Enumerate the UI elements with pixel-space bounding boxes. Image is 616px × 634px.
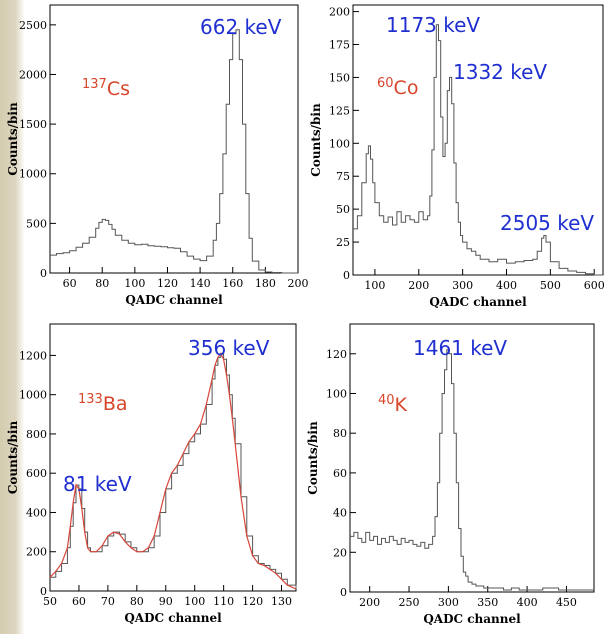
co60-x-tick-label: 600 — [584, 279, 605, 292]
co60-x-tick-label: 400 — [496, 279, 517, 292]
ba133-x-tick-label: 120 — [242, 595, 263, 608]
ba133-x-tick-label: 100 — [184, 595, 205, 608]
k40-x-tick-label: 250 — [399, 596, 420, 609]
cs137-plot-frame — [49, 4, 299, 274]
cs137-y-tick-label: 2500 — [19, 19, 47, 32]
co60-y-tick-label: 75 — [336, 170, 350, 183]
cs137-histogram-series — [50, 29, 298, 274]
k40-isotope-symbol: K — [395, 394, 408, 416]
co60-y-tick-label: 125 — [329, 104, 350, 117]
co60-x-axis-title: QADC channel — [429, 295, 527, 309]
co60-y-tick-label: 0 — [343, 269, 350, 282]
ba133-x-tick-label: 50 — [43, 595, 57, 608]
ba133-x-axis-title: QADC channel — [124, 611, 222, 625]
k40-y-tick-label: 60 — [333, 467, 347, 480]
co60-y-tick-label: 25 — [336, 236, 350, 249]
cs137-x-tick-label: 160 — [222, 277, 243, 290]
co60-y-tick-label: 200 — [329, 6, 350, 19]
ba133-isotope-label: 133Ba — [78, 392, 128, 415]
ba133-fit-line — [49, 352, 297, 590]
ba133-y-tick-label: 1200 — [19, 349, 47, 362]
cs137-y-tick-label: 0 — [40, 267, 47, 280]
co60-peak-label: 1173 keV — [386, 13, 480, 37]
co60-x-tick-label: 100 — [364, 279, 385, 292]
ba133-histogram-series — [50, 352, 297, 589]
ba133-x-tick-label: 110 — [213, 595, 234, 608]
cs137-x-tick-label: 200 — [288, 277, 309, 290]
ba133-peak-label: 81 keV — [63, 472, 132, 496]
cs137-peak-label: 662 keV — [200, 15, 282, 39]
cs137-isotope-mass: 137 — [82, 77, 107, 92]
k40-plot-frame — [349, 323, 595, 593]
co60-y-tick-label: 175 — [329, 39, 350, 52]
ba133-x-tick-label: 130 — [271, 595, 292, 608]
co60-isotope-symbol: Co — [394, 77, 419, 99]
co60-x-tick-label: 300 — [452, 279, 473, 292]
ba133-x-tick-label: 60 — [72, 595, 86, 608]
ba133-y-tick-label: 800 — [26, 428, 47, 441]
cs137-y-tick-label: 1500 — [19, 118, 47, 131]
cs137-x-tick-label: 100 — [124, 277, 145, 290]
ba133-spectrum-chart: 50 60 70 80 90 100 110 120 130 0 200 400 600 800 1000 1… — [6, 323, 297, 625]
cs137-y-tick-label: 500 — [26, 217, 47, 230]
co60-y-tick-label: 50 — [336, 203, 350, 216]
k40-y-tick-label: 80 — [333, 427, 347, 440]
ba133-x-tick-label: 70 — [101, 595, 115, 608]
co60-spectrum-chart: 100 200 300 400 500 600 0 25 50 75 100 125 150 175 200… — [309, 4, 605, 309]
co60-isotope-label: 60Co — [377, 76, 418, 99]
cs137-x-tick-label: 180 — [255, 277, 276, 290]
k40-y-axis-title: Counts/bin — [306, 421, 320, 495]
k40-y-tick-label: 40 — [333, 507, 347, 520]
k40-spectrum-chart: 200 250 300 350 400 450 0 20 40 60 80 100 120 QADC ch… — [306, 323, 595, 626]
cs137-x-tick-label: 80 — [95, 277, 109, 290]
k40-peak-label: 1461 keV — [413, 336, 507, 360]
cs137-x-axis-title: QADC channel — [125, 293, 223, 307]
co60-y-tick-label: 100 — [329, 137, 350, 150]
ba133-y-axis-title: Counts/bin — [6, 421, 20, 495]
k40-x-tick-label: 350 — [477, 596, 498, 609]
cs137-isotope-label: 137Cs — [82, 77, 130, 100]
cs137-isotope-symbol: Cs — [107, 78, 130, 100]
cs137-spectrum-chart: 60 80 100 120 140 160 180 200050010001500200025… — [6, 4, 309, 307]
k40-y-tick-label: 20 — [333, 546, 347, 559]
ba133-y-tick-label: 600 — [26, 467, 47, 480]
cs137-x-tick-label: 140 — [190, 277, 211, 290]
ba133-y-tick-label: 0 — [40, 585, 47, 598]
cs137-y-axis-title: Counts/bin — [6, 102, 20, 176]
ba133-isotope-mass: 133 — [78, 392, 103, 407]
k40-y-tick-label: 100 — [326, 387, 347, 400]
k40-x-tick-label: 200 — [359, 596, 380, 609]
co60-y-axis-title: Counts/bin — [309, 103, 323, 177]
k40-x-tick-label: 450 — [556, 596, 577, 609]
ba133-y-tick-label: 1000 — [19, 389, 47, 402]
ba133-peak-label: 356 keV — [188, 336, 270, 360]
k40-isotope-mass: 40 — [378, 393, 395, 408]
ba133-x-tick-label: 80 — [130, 595, 144, 608]
co60-isotope-mass: 60 — [377, 76, 394, 91]
co60-peak-label: 1332 keV — [453, 60, 547, 84]
cs137-y-tick-label: 2000 — [19, 68, 47, 81]
ba133-plot-frame — [49, 323, 297, 592]
k40-x-tick-label: 400 — [517, 596, 538, 609]
k40-x-tick-label: 300 — [438, 596, 459, 609]
co60-histogram-series — [353, 24, 603, 276]
co60-plot-frame — [352, 4, 604, 276]
k40-x-axis-title: QADC channel — [423, 612, 521, 626]
k40-isotope-label: 40K — [378, 393, 408, 416]
cs137-x-tick-label: 120 — [157, 277, 178, 290]
co60-x-tick-label: 200 — [408, 279, 429, 292]
ba133-y-tick-label: 400 — [26, 506, 47, 519]
k40-y-tick-label: 0 — [340, 586, 347, 599]
k40-y-tick-label: 120 — [326, 348, 347, 361]
co60-y-tick-label: 150 — [329, 71, 350, 84]
ba133-isotope-symbol: Ba — [103, 393, 128, 415]
cs137-x-tick-label: 60 — [63, 277, 77, 290]
co60-peak-label: 2505 keV — [500, 211, 594, 235]
ba133-y-tick-label: 200 — [26, 546, 47, 559]
co60-x-tick-label: 500 — [540, 279, 561, 292]
cs137-y-tick-label: 1000 — [19, 168, 47, 181]
ba133-x-tick-label: 90 — [159, 595, 173, 608]
k40-histogram-series — [350, 349, 594, 591]
